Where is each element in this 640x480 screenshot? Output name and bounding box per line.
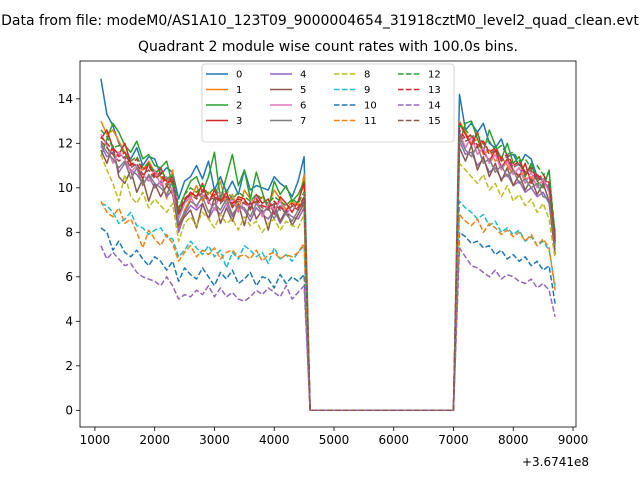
legend-label-9: 9 <box>364 85 370 96</box>
legend-label-11: 11 <box>364 116 377 127</box>
x-tick-label: 5000 <box>319 433 350 447</box>
series-line-0 <box>100 78 556 412</box>
y-tick-label: 12 <box>58 136 73 150</box>
series-line-14 <box>100 245 556 412</box>
axes-frame <box>79 60 577 428</box>
series-line-13 <box>100 129 556 412</box>
x-tick-label: 3000 <box>199 433 230 447</box>
x-tick-label: 1000 <box>80 433 111 447</box>
series-line-2 <box>100 120 556 412</box>
series-line-7 <box>100 135 556 412</box>
legend-label-10: 10 <box>364 101 377 112</box>
series-line-10 <box>100 227 556 412</box>
legend-label-2: 2 <box>236 101 242 112</box>
series-line-5 <box>100 144 556 412</box>
x-tick-label: 2000 <box>139 433 170 447</box>
legend-label-13: 13 <box>428 85 441 96</box>
y-tick-label: 8 <box>65 225 73 239</box>
x-offset-label: +3.6741e8 <box>522 455 589 469</box>
legend-label-4: 4 <box>300 70 306 81</box>
legend-label-6: 6 <box>300 101 306 112</box>
series-group <box>100 78 556 412</box>
legend-label-14: 14 <box>428 101 441 112</box>
legend-label-15: 15 <box>428 116 441 127</box>
legend-label-12: 12 <box>428 70 441 81</box>
legend-box <box>201 63 455 143</box>
x-tick-label: 7000 <box>438 433 469 447</box>
series-line-8 <box>100 154 556 412</box>
legend-label-8: 8 <box>364 70 370 81</box>
legend-label-7: 7 <box>300 116 306 127</box>
y-tick-label: 6 <box>65 270 73 284</box>
suptitle: Data from file: modeM0/AS1A10_123T09_900… <box>1 13 639 29</box>
plot-area: 1000 2000 3000 4000 5000 6000 7000 8000 9000 0 2 4 6… <box>58 60 589 447</box>
y-tick-label: 14 <box>58 92 73 106</box>
y-tick-label: 0 <box>65 403 73 417</box>
x-tick-label: 6000 <box>378 433 409 447</box>
chart-title: Quadrant 2 module wise count rates with … <box>138 39 518 55</box>
x-tick-label: 4000 <box>259 433 290 447</box>
y-tick-label: 4 <box>65 314 73 328</box>
y-tick-label: 2 <box>65 359 73 373</box>
legend-label-0: 0 <box>236 70 242 81</box>
series-line-9 <box>100 200 556 412</box>
series-line-15 <box>100 133 556 412</box>
x-tick-label: 8000 <box>498 433 529 447</box>
y-tick-label: 10 <box>58 181 73 195</box>
series-line-12 <box>100 124 556 412</box>
legend-label-5: 5 <box>300 85 306 96</box>
legend-label-1: 1 <box>236 85 242 96</box>
series-line-11 <box>100 200 556 412</box>
x-tick-label: 9000 <box>558 433 589 447</box>
legend-label-3: 3 <box>236 116 242 127</box>
